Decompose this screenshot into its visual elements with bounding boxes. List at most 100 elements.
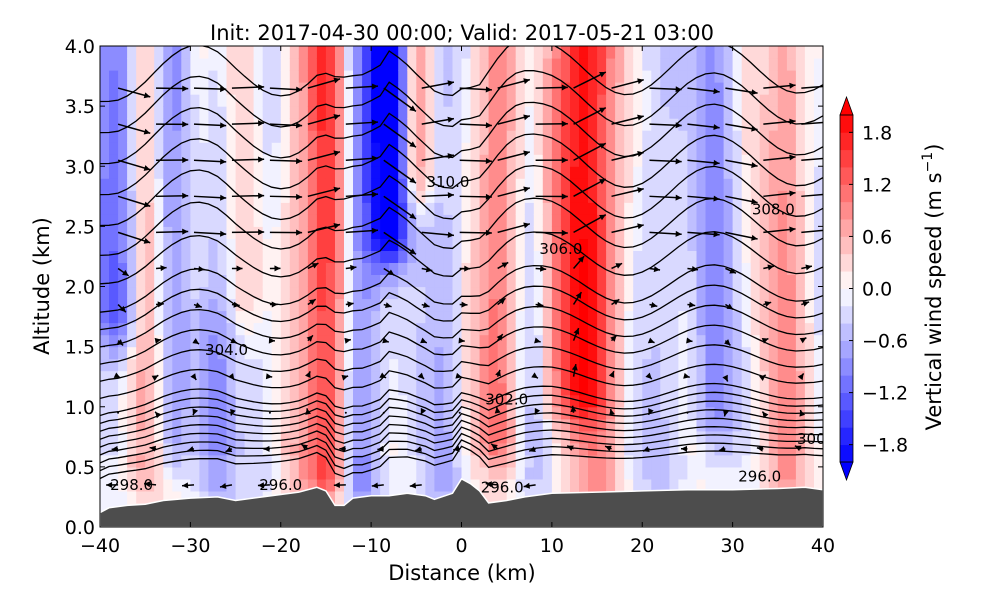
w-field-cell (217, 274, 228, 288)
w-field-cell (298, 214, 309, 227)
w-field-cell (551, 310, 562, 324)
w-field-cell (750, 238, 761, 251)
w-field-cell (768, 142, 779, 155)
w-field-cell (190, 286, 200, 300)
w-field-cell (615, 166, 625, 179)
w-field-cell (732, 346, 743, 360)
wind-vector (345, 83, 379, 90)
w-field-cell (289, 250, 300, 263)
w-field-cell (570, 454, 580, 468)
w-field-cell (280, 178, 291, 191)
w-field-cell (181, 418, 191, 432)
w-field-cell (732, 106, 743, 119)
w-field-cell (118, 106, 128, 119)
w-field-cell (362, 154, 372, 167)
w-field-cell (696, 478, 707, 492)
w-field-cell (488, 130, 499, 143)
wind-vector (801, 193, 823, 198)
w-field-cell (687, 58, 697, 71)
w-field-cell (226, 298, 237, 312)
w-field-cell (380, 274, 390, 288)
w-field-cell (651, 478, 661, 492)
w-field-cell (597, 274, 607, 288)
w-field-cell (109, 430, 119, 444)
w-field-cell (100, 130, 110, 143)
w-field-cell (307, 310, 318, 324)
w-field-cell (109, 250, 119, 263)
wind-vector (193, 302, 203, 309)
w-field-cell (777, 226, 788, 239)
w-field-cell (723, 46, 734, 59)
wind-vector (155, 301, 164, 308)
wind-vector (497, 114, 531, 125)
w-field-cell (353, 58, 363, 71)
w-field-cell (570, 334, 580, 348)
w-field-cell (280, 214, 291, 227)
w-field-cell (696, 202, 707, 215)
w-field-cell (597, 394, 607, 408)
y-tick-label: 3.5 (65, 96, 95, 118)
w-field-cell (588, 262, 598, 275)
wind-vector (269, 301, 278, 308)
w-field-cell (298, 286, 309, 300)
w-field-cell (777, 178, 788, 191)
w-field-cell (678, 418, 688, 432)
w-field-cell (389, 394, 399, 408)
w-field-cell (461, 370, 472, 384)
w-field-cell (642, 94, 652, 107)
w-field-cell (588, 142, 598, 155)
w-field-cell (136, 214, 146, 227)
w-field-cell (597, 286, 607, 300)
w-field-cell (307, 46, 318, 59)
wind-vector (344, 411, 347, 414)
wind-vector (801, 157, 823, 161)
w-field-cell (145, 262, 155, 275)
w-field-cell (452, 262, 463, 275)
w-field-cell (100, 358, 110, 372)
w-field-cell (470, 106, 481, 119)
w-field-cell (398, 106, 408, 119)
w-field-cell (109, 286, 119, 300)
y-axis-label: Altitude (km) (30, 217, 54, 355)
wind-vector (725, 303, 734, 310)
w-field-cell (163, 370, 173, 384)
w-field-cell (515, 310, 526, 324)
w-field-cell (335, 214, 345, 227)
w-field-cell (335, 358, 345, 372)
wind-vector (339, 445, 346, 452)
w-field-cell (253, 406, 264, 420)
w-field-cell (723, 394, 734, 408)
w-field-cell (235, 166, 246, 179)
w-field-cell (542, 358, 553, 372)
w-field-cell (362, 418, 372, 432)
w-field-cell (741, 106, 752, 119)
wind-vector (117, 304, 127, 313)
w-field-cell (127, 394, 137, 408)
w-field-cell (154, 466, 164, 480)
w-field-cell (163, 346, 173, 360)
w-field-cell (298, 274, 309, 288)
w-field-cell (570, 142, 580, 155)
w-field-cell (488, 394, 499, 408)
w-field-cell (642, 118, 652, 131)
wind-vector (572, 327, 580, 341)
wind-vector (611, 298, 620, 306)
w-field-cell (597, 166, 607, 179)
w-field-cell (434, 310, 444, 324)
w-field-cell (118, 322, 128, 336)
w-field-cell (416, 58, 426, 71)
w-field-cell (560, 310, 571, 324)
wind-vector (687, 266, 699, 273)
w-field-cell (750, 58, 761, 71)
w-field-cell (289, 94, 300, 107)
w-field-cell (118, 202, 128, 215)
wind-vector (647, 337, 655, 344)
wind-vector (415, 446, 422, 452)
w-field-cell (597, 322, 607, 336)
w-field-cell (588, 454, 598, 468)
w-field-cell (542, 466, 553, 480)
w-field-cell (642, 238, 652, 251)
w-field-cell (786, 202, 797, 215)
w-field-cell (570, 46, 580, 59)
w-field-cell (497, 454, 508, 468)
